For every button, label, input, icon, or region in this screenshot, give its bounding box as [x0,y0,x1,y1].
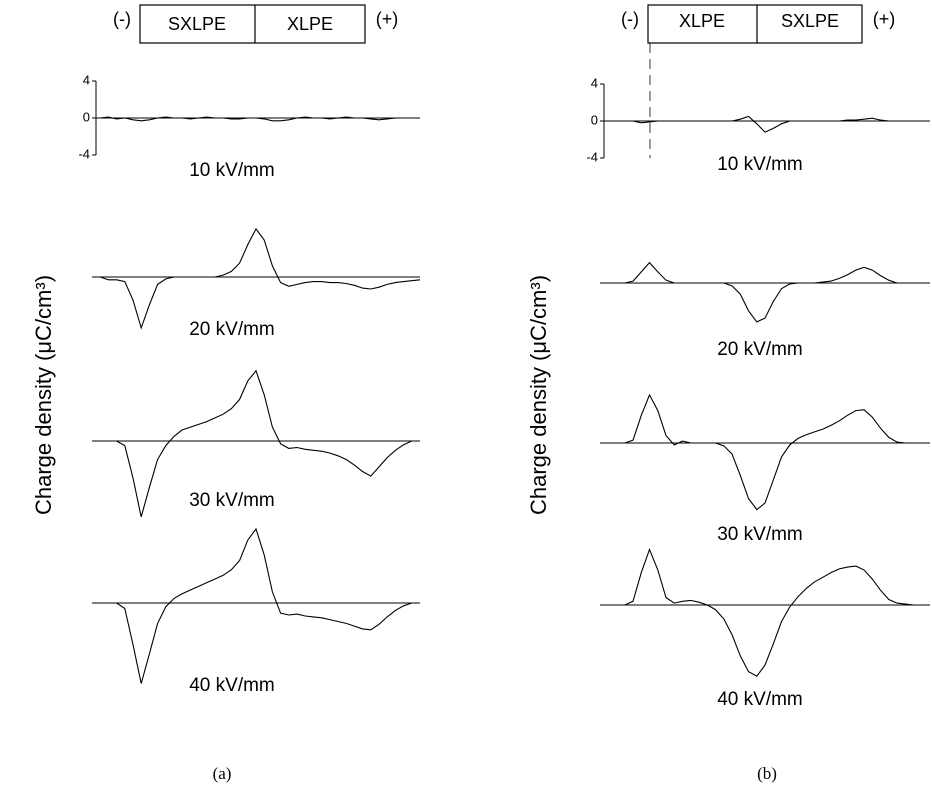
panel-label: (a) [213,764,232,783]
panel-b-header: XLPE SXLPE (-) (+) Charge density (μC/cm… [526,4,896,783]
panel-a-header: SXLPE XLPE (-) (+) Charge density (μC/cm… [31,4,399,783]
chart-title: 40 kV/mm [717,689,803,710]
chart-title: 40 kV/mm [189,675,275,696]
chart-title: 10 kV/mm [717,154,803,175]
electrode-label: (+) [873,9,896,29]
layer-label: SXLPE [168,14,226,34]
chart-title: 20 kV/mm [717,339,803,360]
charge-profile [600,115,930,133]
charge-profile [92,527,420,684]
charge-profile [92,116,420,122]
charge-profile [600,261,930,323]
y-tick-label: 4 [83,72,90,87]
y-tick-label: -4 [586,149,598,164]
chart-title: 10 kV/mm [189,160,275,181]
layer-label: XLPE [287,14,333,34]
y-tick-label: 4 [591,75,598,90]
y-tick-label: -4 [78,146,90,161]
panel-label: (b) [757,764,777,783]
y-axis-label: Charge density (μC/cm³) [526,275,551,515]
charge-profile [92,227,421,330]
chart-title: 20 kV/mm [189,319,275,340]
chart-title: 30 kV/mm [717,524,803,545]
sample-box [139,4,366,44]
electrode-label: (+) [376,9,399,29]
layer-label: XLPE [679,11,725,31]
y-axis-label: Charge density (μC/cm³) [31,275,56,515]
y-tick-label: 0 [83,109,90,124]
y-tick-label: 0 [591,112,598,127]
sample-box [647,4,863,44]
layer-label: SXLPE [781,11,839,31]
electrode-label: (-) [113,9,131,29]
charge-profile [92,369,420,518]
chart-title: 30 kV/mm [189,490,275,511]
charge-profile [600,393,930,511]
charge-profile [600,547,930,677]
electrode-label: (-) [621,9,639,29]
